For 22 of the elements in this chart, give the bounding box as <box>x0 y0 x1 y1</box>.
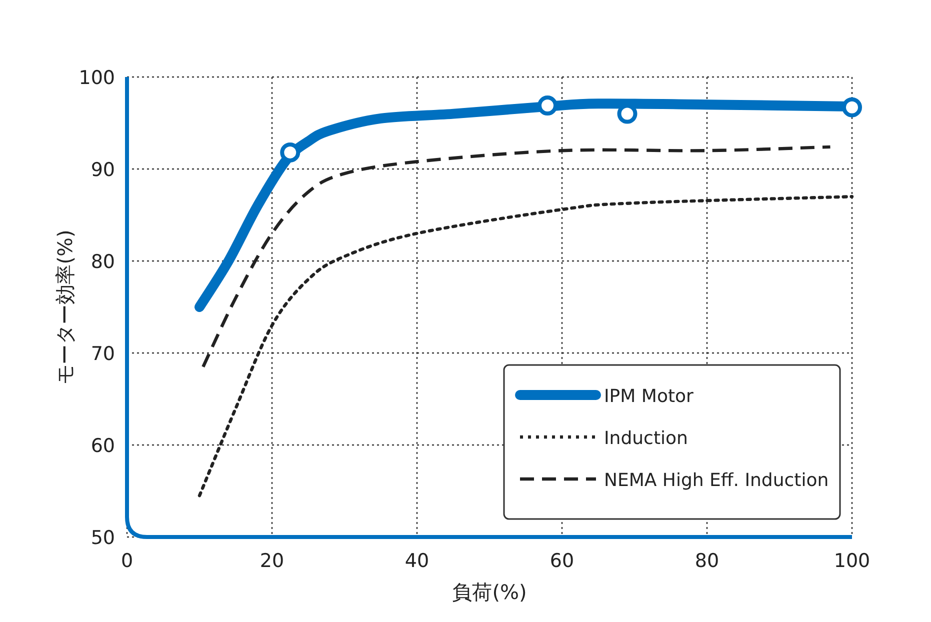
legend-label: Induction <box>604 428 688 449</box>
x-tick-label: 20 <box>260 550 284 572</box>
y-tick-label: 60 <box>90 435 115 457</box>
y-tick-label: 70 <box>90 343 115 365</box>
x-tick-label: 0 <box>120 550 134 572</box>
y-tick-label: 80 <box>90 251 115 273</box>
x-tick-label: 40 <box>404 550 430 572</box>
y-tick-label: 100 <box>78 67 115 89</box>
line-series <box>202 145 832 368</box>
point <box>280 142 300 162</box>
line-series <box>198 195 854 498</box>
x-tick-label: 100 <box>834 550 870 572</box>
y-axis-title: モーター効率(%) <box>53 230 77 384</box>
y-tick-label: 50 <box>90 527 115 549</box>
legend-label: IPM Motor <box>604 386 694 407</box>
point <box>842 97 862 118</box>
x-axis-title: 負荷(%) <box>452 580 527 604</box>
legend-label: NEMA High Eff. Induction <box>604 470 829 491</box>
x-tick-label: 60 <box>550 550 574 572</box>
point <box>538 96 558 116</box>
y-tick-label: 90 <box>90 159 115 181</box>
x-tick-label: 80 <box>694 550 720 572</box>
